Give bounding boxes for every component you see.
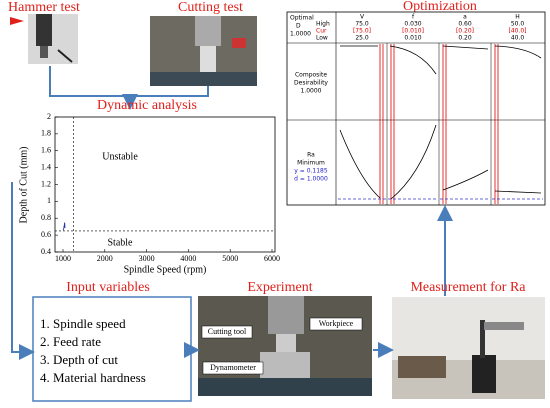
x-axis-label: Spindle Speed (rpm) [124, 264, 207, 275]
col-cur: [40.0] [508, 28, 526, 35]
opt-label: D [296, 23, 301, 30]
y-tick-label: 2 [47, 112, 51, 121]
y-axis-label: Depth of Cut (mm) [18, 147, 29, 224]
input-item: 4. Material hardness [40, 370, 146, 385]
x-tick-label: 6000 [264, 254, 280, 263]
hammer-photo [10, 14, 78, 64]
composite-label: Composite [295, 72, 327, 79]
response-label: Ra [307, 152, 315, 159]
opt-label: Low [316, 35, 328, 42]
col-name: a [463, 14, 467, 21]
y-tick-label: 0.6 [41, 230, 51, 239]
response-label: d = 1.0000 [294, 176, 328, 183]
experiment-title: Experiment [247, 280, 312, 295]
col-high: 50.0 [511, 21, 525, 28]
response-curve [442, 169, 489, 191]
y-tick-label: 0.8 [41, 213, 51, 222]
col-low: 0.20 [458, 35, 472, 42]
connector [11, 182, 35, 360]
x-tick-label: 5000 [222, 254, 238, 263]
workpiece-label: Workpiece [319, 319, 354, 328]
col-cur: [0.010] [402, 28, 424, 35]
cutting-photo [150, 16, 257, 86]
cutting-title: Cutting test [178, 0, 243, 15]
response-label: y = 0.1185 [294, 168, 328, 175]
col-low: 25.0 [355, 35, 369, 42]
desirability-curve [389, 45, 437, 75]
dynamometer-label: Dynamometer [210, 363, 256, 372]
x-tick-label: 3000 [139, 254, 155, 263]
y-tick-label: 0.4 [41, 247, 51, 256]
x-tick-label: 4000 [180, 254, 196, 263]
response-curve [339, 129, 381, 199]
unstable-label: Unstable [102, 151, 138, 162]
input-box [32, 296, 192, 402]
y-tick-label: 1 [47, 196, 51, 205]
col-high: 0.030 [404, 21, 421, 28]
connector [49, 66, 209, 106]
composite-label: 1.0000 [301, 88, 322, 95]
input-item: 2. Feed rate [40, 334, 101, 349]
stability-lobes [62, 222, 66, 231]
y-tick-label: 1.2 [41, 179, 51, 188]
x-tick-label: 2000 [97, 254, 113, 263]
x-tick-label: 1000 [55, 254, 71, 263]
optimization-title: Optimization [403, 0, 477, 14]
col-cur: [75.0] [353, 28, 371, 35]
y-tick-label: 1.6 [41, 146, 51, 155]
col-cur: [0.20] [456, 28, 474, 35]
hammer-title: Hammer test [8, 0, 80, 15]
stable-label: Stable [108, 237, 134, 248]
tool-label: Cutting tool [208, 327, 247, 336]
composite-label: Desirability [294, 80, 328, 87]
desirability-curve [494, 45, 542, 59]
response-curve [494, 190, 542, 194]
col-name: H [515, 14, 520, 21]
opt-label: High [316, 21, 330, 28]
col-high: 0.60 [458, 21, 472, 28]
desirability-curve [442, 45, 489, 50]
col-name: V [360, 14, 365, 21]
y-tick-label: 1.8 [41, 129, 51, 138]
col-high: 75.0 [355, 21, 369, 28]
experiment-photo [198, 296, 372, 396]
opt-label: Optimal [290, 15, 314, 22]
response-label: Minimum [297, 160, 325, 167]
y-tick-label: 1.4 [41, 162, 51, 171]
dynamic-title: Dynamic analysis [97, 98, 197, 113]
input-item: 3. Depth of cut [40, 352, 118, 367]
opt-label: Cur [316, 28, 327, 35]
optimization-panel [286, 11, 546, 206]
col-low: 0.010 [404, 35, 421, 42]
opt-label: 1.0000 [290, 31, 311, 38]
plot-frame [54, 116, 276, 253]
input-title: Input variables [66, 280, 150, 295]
optimization-plots: OptimalD1.0000HighCurLowV75.0[75.0]25.0f… [290, 14, 543, 205]
measurement-photo [392, 297, 545, 399]
measurement-title: Measurement for Ra [410, 280, 526, 295]
response-curve [390, 124, 437, 200]
col-low: 40.0 [511, 35, 525, 42]
col-name: f [412, 14, 415, 21]
input-item: 1. Spindle speed [40, 316, 126, 331]
